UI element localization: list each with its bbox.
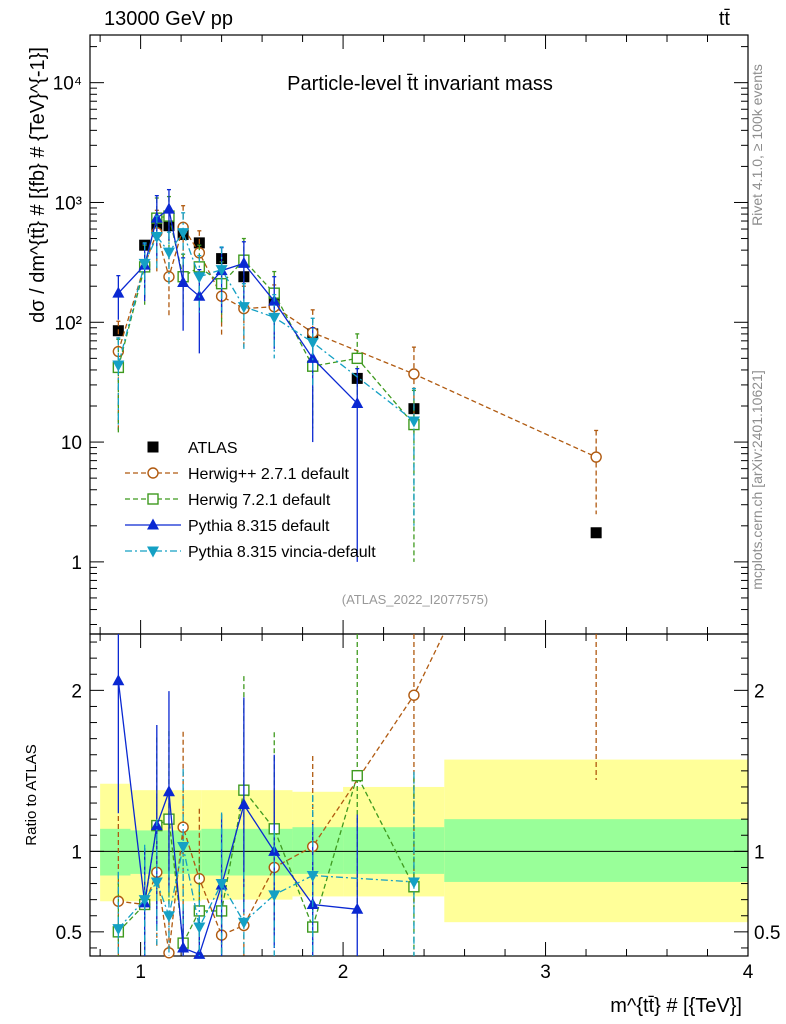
legend-label-herwig-7-2-1-default: Herwig 7.2.1 default bbox=[188, 492, 331, 509]
ratio-point-pythia-8-315-vincia-default bbox=[237, 917, 250, 929]
mcplots-label: mcplots.cern.ch [arXiv:2401.10621] bbox=[749, 370, 765, 589]
ratio-point-pythia-8-315-default bbox=[112, 674, 125, 686]
ratio-point-pythia-8-315-vincia-default bbox=[268, 890, 281, 902]
point-pythia-8-315-default bbox=[112, 286, 125, 298]
point-herwig-7-2-1-default bbox=[351, 352, 363, 365]
band-inner-segment bbox=[100, 828, 131, 876]
band-inner-segment bbox=[343, 827, 445, 874]
point-herwig-2-7-1-default bbox=[408, 368, 420, 380]
y-tick-label: 10⁴ bbox=[53, 74, 82, 95]
y-axis-label: dσ / dm^{tt̄} # [{fb} # {TeV}^{-1}] bbox=[27, 47, 49, 323]
point-pythia-8-315-default bbox=[306, 351, 319, 363]
ratio-y-label: Ratio to ATLAS bbox=[23, 744, 40, 845]
point-pythia-8-315-vincia-default bbox=[138, 258, 151, 270]
ratio-point-pythia-8-315-default bbox=[177, 941, 190, 953]
ratio-point-pythia-8-315-vincia-default bbox=[306, 871, 319, 882]
analysis-id: (ATLAS_2022_I2077575) bbox=[342, 592, 488, 607]
point-atlas bbox=[590, 527, 602, 539]
point-pythia-8-315-vincia-default bbox=[193, 272, 206, 284]
point-pythia-8-315-vincia-default bbox=[112, 360, 125, 372]
ratio-point-pythia-8-315-default bbox=[193, 947, 206, 959]
ratio-point-pythia-8-315-vincia-default bbox=[177, 842, 190, 854]
ratio-tick-label: 0.5 bbox=[56, 923, 82, 944]
x-tick-label: 3 bbox=[540, 962, 551, 983]
ratio-tick-label: 1 bbox=[71, 842, 82, 863]
ratio-tick-label-right: 2 bbox=[754, 681, 765, 702]
energy-label: 13000 GeV pp bbox=[104, 8, 233, 30]
legend-marker-pythia-8-315-vincia-default bbox=[147, 546, 159, 558]
legend-label-atlas: ATLAS bbox=[188, 440, 238, 457]
ratio-tick-label-right: 1 bbox=[754, 842, 765, 863]
process-label: tt̄ bbox=[719, 8, 731, 30]
ratio-line-herwig-2-7-1-default bbox=[118, 634, 445, 953]
ratio-point-pythia-8-315-vincia-default bbox=[150, 877, 163, 889]
ratio-uncertainty-bands bbox=[100, 759, 748, 923]
point-pythia-8-315-vincia-default bbox=[306, 337, 319, 349]
point-pythia-8-315-default bbox=[351, 396, 364, 408]
legend-marker-herwig-2-7-1-default bbox=[147, 467, 159, 479]
point-pythia-8-315-default bbox=[237, 256, 250, 268]
ratio-point-herwig-2-7-1-default bbox=[408, 689, 420, 701]
band-inner-segment bbox=[130, 830, 202, 874]
legend-label-herwig-2-7-1-default: Herwig++ 2.7.1 default bbox=[188, 466, 350, 483]
y-tick-label: 10 bbox=[61, 433, 82, 454]
axes: 1 10 10² 10³ 10⁴ 0.5 0.5 1 1 2 2 1 2 3 4 bbox=[53, 34, 780, 983]
point-herwig-2-7-1-default bbox=[590, 451, 602, 463]
plot-title: Particle-level t̄t invariant mass bbox=[287, 73, 553, 95]
legend-label-pythia-8-315-default: Pythia 8.315 default bbox=[188, 518, 330, 535]
rivet-label: Rivet 4.1.0, ≥ 100k events bbox=[749, 64, 765, 226]
x-axis-label: m^{tt̄} # [{TeV}] bbox=[610, 995, 742, 1017]
point-pythia-8-315-vincia-default bbox=[150, 231, 163, 243]
point-pythia-8-315-vincia-default bbox=[268, 312, 281, 324]
point-pythia-8-315-vincia-default bbox=[177, 228, 190, 240]
series-line-herwig-2-7-1-default bbox=[117, 225, 597, 458]
ratio-point-pythia-8-315-vincia-default bbox=[407, 877, 420, 889]
ratio-point-pythia-8-315-vincia-default bbox=[138, 895, 151, 907]
legend-marker-pythia-8-315-default bbox=[147, 518, 159, 530]
legend-label-pythia-8-315-vincia-default: Pythia 8.315 vincia-default bbox=[188, 544, 376, 561]
x-tick-label: 2 bbox=[338, 962, 349, 983]
ratio-point-pythia-8-315-vincia-default bbox=[215, 879, 228, 891]
ratio-point-pythia-8-315-vincia-default bbox=[112, 924, 125, 936]
ratio-point-pythia-8-315-vincia-default bbox=[162, 911, 175, 923]
y-tick-label: 10³ bbox=[55, 193, 82, 214]
y-tick-label: 10² bbox=[55, 313, 82, 334]
band-inner-segment bbox=[444, 819, 748, 882]
ratio-point-pythia-8-315-default bbox=[162, 785, 175, 797]
ratio-point-pythia-8-315-default bbox=[351, 902, 364, 914]
data-layer bbox=[112, 188, 602, 959]
point-pythia-8-315-default bbox=[193, 289, 206, 301]
series-line-pythia-8-315-vincia-default bbox=[117, 231, 415, 422]
legend: ATLAS Herwig++ 2.7.1 default Herwig 7.2.1 … bbox=[125, 440, 376, 561]
point-pythia-8-315-vincia-default bbox=[407, 416, 420, 428]
ratio-plot-frame bbox=[89, 633, 749, 957]
x-tick-label: 1 bbox=[135, 962, 146, 983]
series-line-herwig-7-2-1-default bbox=[117, 215, 415, 425]
legend-marker-herwig-7-2-1-default bbox=[147, 493, 159, 505]
point-pythia-8-315-vincia-default bbox=[162, 247, 175, 259]
point-pythia-8-315-vincia-default bbox=[215, 265, 228, 277]
x-tick-label: 4 bbox=[743, 962, 754, 983]
ratio-tick-label-right: 0.5 bbox=[754, 923, 780, 944]
band-inner-segment bbox=[292, 827, 344, 874]
point-pythia-8-315-default bbox=[162, 202, 175, 214]
ratio-point-pythia-8-315-vincia-default bbox=[193, 922, 206, 934]
point-pythia-8-315-vincia-default bbox=[237, 302, 250, 314]
ratio-tick-label: 2 bbox=[71, 681, 82, 702]
ratio-point-pythia-8-315-default bbox=[237, 798, 250, 810]
series-line-pythia-8-315-default bbox=[117, 207, 358, 404]
y-tick-label: 1 bbox=[71, 553, 82, 574]
ratio-point-herwig-7-2-1-default bbox=[351, 769, 363, 782]
legend-marker-atlas bbox=[147, 441, 159, 453]
point-pythia-8-315-default bbox=[177, 275, 190, 287]
